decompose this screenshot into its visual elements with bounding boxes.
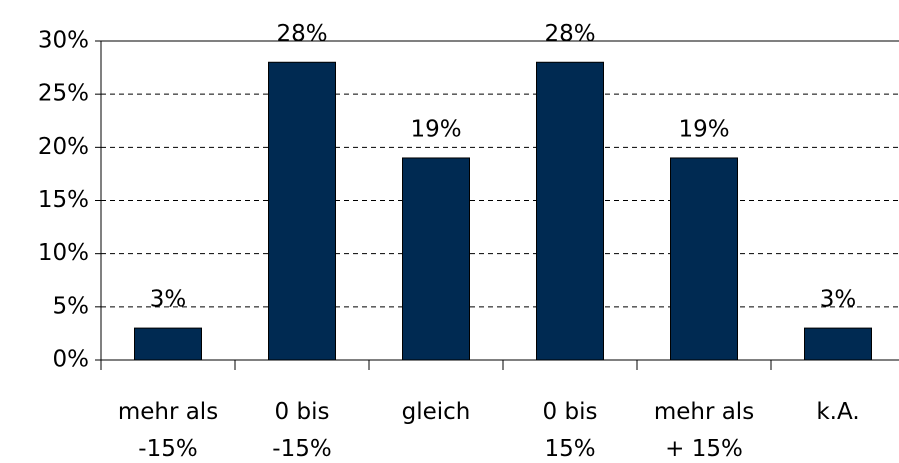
y-tick-label: 10%	[38, 240, 89, 266]
bar	[268, 61, 336, 361]
x-tick-label: mehr als + 15%	[653, 399, 755, 462]
value-label: 28%	[544, 21, 595, 47]
y-tick-label: 20%	[38, 134, 89, 160]
value-label: 19%	[410, 116, 461, 142]
y-tick-label: 25%	[38, 81, 89, 107]
bar	[536, 61, 604, 361]
bar	[670, 157, 738, 361]
y-tick-label: 15%	[38, 187, 89, 213]
bar	[804, 327, 872, 361]
y-tick-label: 30%	[38, 28, 89, 54]
bar	[402, 157, 470, 361]
bar	[134, 327, 202, 361]
y-tick-label: 5%	[53, 293, 90, 319]
x-tick-label: k.A.	[816, 399, 860, 425]
x-tick-label: mehr als -15%	[117, 399, 219, 462]
x-tick-label: 0 bis 15%	[542, 399, 598, 462]
value-label: 19%	[678, 116, 729, 142]
x-tick-label: gleich	[401, 399, 471, 425]
value-label: 28%	[276, 21, 327, 47]
x-tick-label: 0 bis -15%	[272, 399, 332, 462]
value-label: 3%	[150, 287, 187, 313]
y-tick-label: 0%	[53, 347, 90, 373]
value-label: 3%	[820, 287, 857, 313]
